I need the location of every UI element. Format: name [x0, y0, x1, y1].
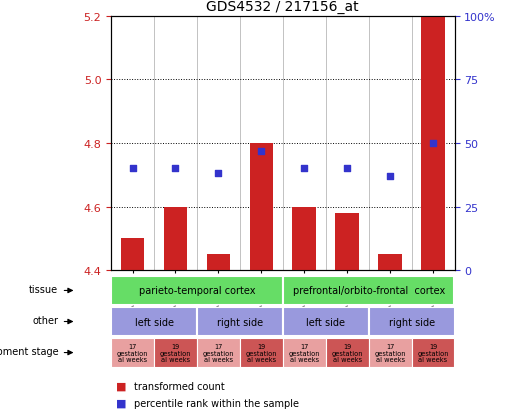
Text: other: other — [32, 315, 59, 325]
Bar — [207, 255, 230, 271]
Title: GDS4532 / 217156_at: GDS4532 / 217156_at — [207, 0, 359, 14]
Bar — [412, 338, 454, 368]
Text: 19
gestation
al weeks: 19 gestation al weeks — [245, 343, 277, 362]
Text: left side: left side — [134, 317, 174, 327]
Bar — [369, 307, 454, 337]
Point — [386, 173, 394, 180]
Text: 19
gestation
al weeks: 19 gestation al weeks — [160, 343, 191, 362]
Bar — [249, 144, 273, 271]
Bar — [326, 338, 369, 368]
Bar — [240, 338, 283, 368]
Bar — [111, 276, 283, 306]
Point — [128, 166, 136, 172]
Bar — [378, 255, 402, 271]
Point — [257, 148, 266, 154]
Point — [429, 140, 437, 147]
Text: transformed count: transformed count — [134, 381, 225, 391]
Text: parieto-temporal cortex: parieto-temporal cortex — [139, 286, 255, 296]
Bar — [121, 239, 144, 271]
Text: 17
gestation
al weeks: 17 gestation al weeks — [288, 343, 320, 362]
Bar — [283, 338, 326, 368]
Bar — [197, 307, 283, 337]
Text: right side: right side — [388, 317, 435, 327]
Text: 17
gestation
al weeks: 17 gestation al weeks — [203, 343, 234, 362]
Text: 19
gestation
al weeks: 19 gestation al weeks — [417, 343, 449, 362]
Text: 17
gestation
al weeks: 17 gestation al weeks — [117, 343, 148, 362]
Text: left side: left side — [306, 317, 345, 327]
Bar — [111, 307, 197, 337]
Bar — [197, 338, 240, 368]
Text: prefrontal/orbito-frontal  cortex: prefrontal/orbito-frontal cortex — [292, 286, 445, 296]
Bar — [421, 17, 445, 271]
Text: right side: right side — [217, 317, 263, 327]
Text: ■: ■ — [116, 381, 127, 391]
Text: ■: ■ — [116, 398, 127, 408]
Point — [343, 166, 351, 172]
Bar — [335, 214, 359, 271]
Point — [214, 171, 222, 177]
Point — [300, 166, 308, 172]
Bar — [369, 338, 412, 368]
Bar — [164, 207, 187, 271]
Bar — [154, 338, 197, 368]
Bar — [283, 276, 454, 306]
Text: percentile rank within the sample: percentile rank within the sample — [134, 398, 299, 408]
Text: 17
gestation
al weeks: 17 gestation al weeks — [374, 343, 406, 362]
Text: tissue: tissue — [29, 284, 59, 294]
Bar — [111, 338, 154, 368]
Bar — [283, 307, 369, 337]
Bar — [292, 207, 316, 271]
Point — [172, 166, 180, 172]
Text: development stage: development stage — [0, 346, 59, 356]
Text: 19
gestation
al weeks: 19 gestation al weeks — [331, 343, 363, 362]
